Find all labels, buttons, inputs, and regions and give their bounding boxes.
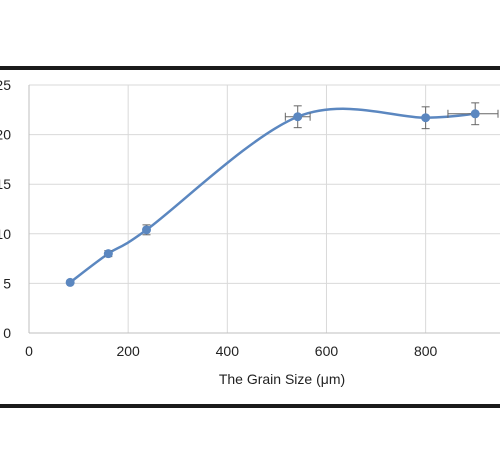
y-tick-label: 15	[0, 176, 11, 192]
error-bars	[66, 102, 499, 285]
y-tick-label: 5	[3, 275, 11, 291]
x-tick-label: 400	[216, 343, 240, 359]
data-point	[293, 112, 303, 122]
gridlines	[29, 84, 500, 333]
y-tick-label: 20	[0, 127, 11, 143]
x-tick-label: 800	[414, 343, 438, 359]
x-tick-label: 200	[116, 343, 140, 359]
data-point	[142, 225, 152, 235]
x-tick-label: 0	[25, 343, 33, 359]
axes	[28, 85, 500, 334]
y-tick-label: 10	[0, 226, 11, 242]
data-point	[470, 109, 480, 119]
data-points	[65, 109, 480, 287]
data-point	[421, 113, 431, 123]
data-point	[65, 277, 75, 287]
data-point	[103, 249, 113, 259]
y-tick-label: 25	[0, 77, 11, 93]
x-tick-label: 600	[315, 343, 339, 359]
y-tick-label: 0	[3, 325, 11, 341]
tick-labels: 0 5 10 15 20 25 0 200 400 600 800	[0, 77, 438, 359]
x-axis-title: The Grain Size (μm)	[219, 371, 345, 387]
